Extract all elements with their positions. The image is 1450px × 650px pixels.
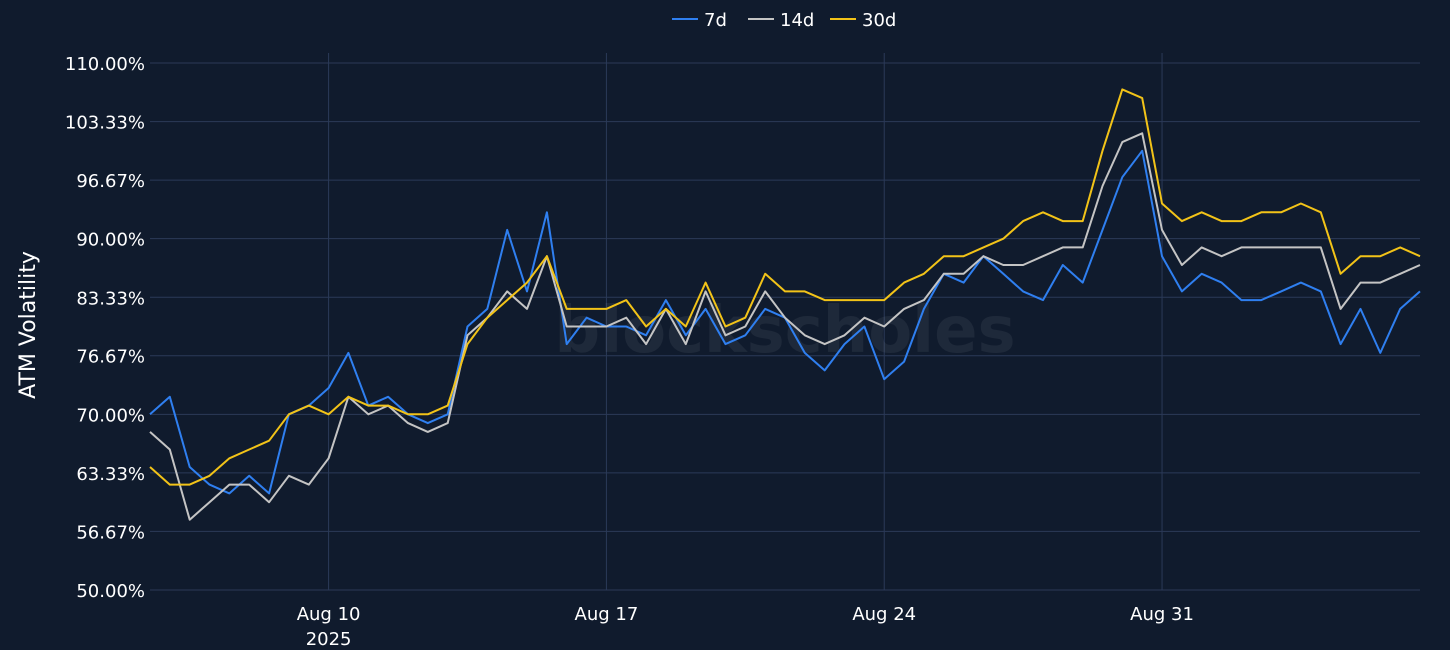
y-tick-label: 110.00% xyxy=(65,54,145,75)
series-line-14d xyxy=(149,132,1421,521)
series-line-30d xyxy=(149,88,1421,486)
series-layer xyxy=(149,88,1421,521)
legend-label-7d: 7d xyxy=(704,10,727,31)
y-tick-label: 56.67% xyxy=(76,522,145,543)
y-tick-label: 50.00% xyxy=(76,581,145,602)
x-tick-label: Aug 10 xyxy=(297,604,361,625)
y-tick-label: 76.67% xyxy=(76,347,145,368)
legend-label-30d: 30d xyxy=(862,10,896,31)
legend: 7d 14d 30d xyxy=(672,10,896,31)
legend-label-14d: 14d xyxy=(780,10,814,31)
y-tick-label: 90.00% xyxy=(76,230,145,251)
x-tick-label: Aug 31 xyxy=(1130,604,1194,625)
x-tick-label: Aug 24 xyxy=(852,604,916,625)
y-tick-label: 70.00% xyxy=(76,405,145,426)
y-tick-label: 83.33% xyxy=(76,288,145,309)
x-tick-year-label: 2025 xyxy=(306,629,352,650)
y-axis-title: ATM Volatility xyxy=(16,251,41,399)
y-tick-label: 63.33% xyxy=(76,464,145,485)
x-tick-label: Aug 17 xyxy=(575,604,639,625)
tick-layer: 50.00% 56.67% 63.33% 70.00% 76.67% 83.33% 90.0… xyxy=(65,54,1194,650)
watermark-text: blockscholes xyxy=(554,294,1015,368)
y-tick-label: 103.33% xyxy=(65,113,145,134)
grid-layer xyxy=(150,53,1420,591)
y-tick-label: 96.67% xyxy=(76,171,145,192)
